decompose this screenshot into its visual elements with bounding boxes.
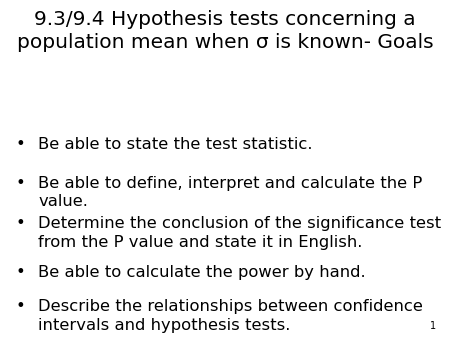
Text: •: • bbox=[16, 216, 26, 231]
Text: 9.3/9.4 Hypothesis tests concerning a
population mean when σ is known- Goals: 9.3/9.4 Hypothesis tests concerning a po… bbox=[17, 10, 433, 52]
Text: 1: 1 bbox=[430, 321, 436, 331]
Text: Be able to state the test statistic.: Be able to state the test statistic. bbox=[38, 137, 313, 152]
Text: Determine the conclusion of the significance test
from the P value and state it : Determine the conclusion of the signific… bbox=[38, 216, 441, 250]
Text: •: • bbox=[16, 265, 26, 280]
Text: •: • bbox=[16, 299, 26, 314]
Text: Be able to calculate the power by hand.: Be able to calculate the power by hand. bbox=[38, 265, 366, 280]
Text: •: • bbox=[16, 137, 26, 152]
Text: Be able to define, interpret and calculate the P
value.: Be able to define, interpret and calcula… bbox=[38, 176, 423, 209]
Text: •: • bbox=[16, 176, 26, 191]
Text: Describe the relationships between confidence
intervals and hypothesis tests.: Describe the relationships between confi… bbox=[38, 299, 423, 333]
